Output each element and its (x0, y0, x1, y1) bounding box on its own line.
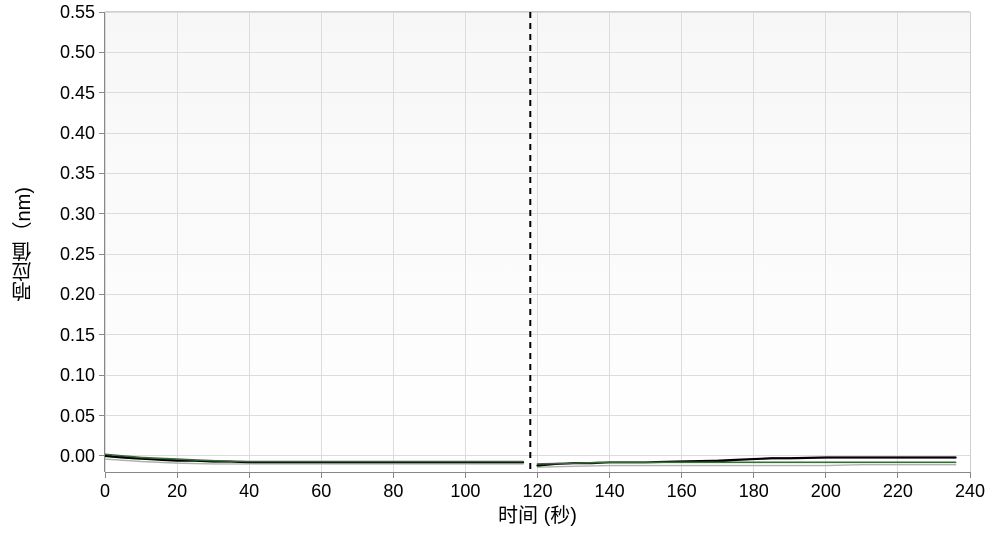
x-tick-label: 100 (450, 482, 480, 500)
y-tick-label: 0.35 (0, 164, 95, 182)
y-tick (99, 455, 105, 456)
chart-container: 0.000.050.100.150.200.250.300.350.400.45… (0, 0, 1000, 547)
x-tick (753, 472, 754, 478)
y-tick-label: 0.40 (0, 124, 95, 142)
x-tick (105, 472, 106, 478)
y-tick (99, 52, 105, 53)
y-tick (99, 133, 105, 134)
x-tick-label: 200 (811, 482, 841, 500)
x-tick-label: 80 (383, 482, 403, 500)
x-tick (465, 472, 466, 478)
x-tick-label: 60 (311, 482, 331, 500)
x-tick-label: 140 (595, 482, 625, 500)
y-tick (99, 254, 105, 255)
x-tick (897, 472, 898, 478)
x-tick (321, 472, 322, 478)
x-tick (177, 472, 178, 478)
x-tick (970, 472, 971, 478)
x-tick (537, 472, 538, 478)
x-tick-label: 180 (739, 482, 769, 500)
x-tick-label: 160 (667, 482, 697, 500)
x-axis-title: 时间 (秒) (498, 506, 577, 526)
y-tick (99, 173, 105, 174)
x-tick-label: 20 (167, 482, 187, 500)
x-tick-label: 240 (955, 482, 985, 500)
x-tick-label: 220 (883, 482, 913, 500)
y-tick (99, 213, 105, 214)
y-axis-line (104, 12, 105, 472)
series-line (538, 465, 956, 467)
data-layer (105, 12, 970, 472)
y-tick (99, 12, 105, 13)
y-tick-label: 0.15 (0, 326, 95, 344)
x-tick (609, 472, 610, 478)
y-tick-label: 0.05 (0, 407, 95, 425)
y-tick-label: 0.50 (0, 43, 95, 61)
right-axis-line (970, 12, 971, 472)
y-tick (99, 375, 105, 376)
x-tick-label: 120 (522, 482, 552, 500)
y-tick-label: 0.55 (0, 3, 95, 21)
y-tick (99, 415, 105, 416)
y-tick-label: 0.10 (0, 366, 95, 384)
y-tick (99, 334, 105, 335)
y-axis-title: 响应值（nm) (14, 187, 34, 301)
x-tick-label: 40 (239, 482, 259, 500)
y-tick (99, 92, 105, 93)
x-tick (393, 472, 394, 478)
y-tick-label: 0.45 (0, 84, 95, 102)
top-axis-line (105, 11, 970, 12)
y-tick-label: 0.00 (0, 447, 95, 465)
x-tick (825, 472, 826, 478)
x-tick (249, 472, 250, 478)
x-tick (681, 472, 682, 478)
x-tick-label: 0 (100, 482, 110, 500)
y-tick (99, 294, 105, 295)
